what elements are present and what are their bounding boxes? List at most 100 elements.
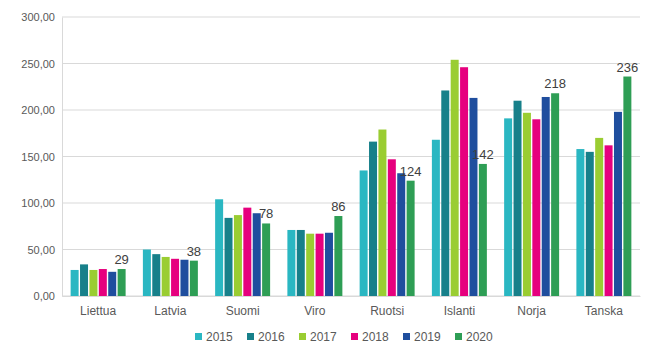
data-label: 124 <box>400 164 422 179</box>
x-tick-label: Ruotsi <box>370 304 404 318</box>
x-tick-label: Latvia <box>154 304 186 318</box>
legend-label: 2016 <box>258 330 285 344</box>
data-label: 38 <box>187 244 201 259</box>
bar <box>306 234 314 296</box>
bar <box>80 264 88 296</box>
y-tick: 250,00 <box>21 58 62 70</box>
x-tick: Islanti <box>444 296 475 318</box>
bar <box>287 230 295 296</box>
bar <box>171 259 179 296</box>
bar <box>441 90 449 296</box>
x-tick: Norja <box>517 296 546 318</box>
x-tick: Viro <box>304 296 325 318</box>
bar <box>576 149 584 296</box>
data-label: 218 <box>544 76 566 91</box>
y-tick-label: 250,00 <box>21 58 55 70</box>
legend: 2015 2016 2017 2018 2019 2020 <box>195 330 493 344</box>
bar <box>360 170 368 296</box>
bar <box>397 173 405 296</box>
bar <box>215 199 223 296</box>
y-tick: 300,00 <box>21 11 62 23</box>
series <box>89 60 603 296</box>
bar <box>190 261 198 296</box>
legend-label: 2020 <box>466 330 493 344</box>
data-label: 78 <box>259 206 273 221</box>
bar <box>388 159 396 296</box>
legend-swatch <box>247 333 254 340</box>
y-tick-label: 300,00 <box>21 11 55 23</box>
legend-label: 2015 <box>206 330 233 344</box>
legend-item: 2017 <box>299 330 337 344</box>
bar <box>89 270 97 296</box>
bar <box>253 213 261 296</box>
bar <box>542 97 550 296</box>
bar <box>234 215 242 296</box>
x-tick: Liettua <box>80 296 116 318</box>
bar <box>586 152 594 296</box>
x-tick: Suomi <box>226 296 260 318</box>
bar <box>316 234 324 296</box>
x-axis-line <box>63 296 641 297</box>
plot: 0,00 50,00 100,00 150,00 200,00 250,00 300,00 L… <box>21 11 640 318</box>
y-axis: 0,00 50,00 100,00 150,00 200,00 250,00 300,00 <box>21 11 62 302</box>
series <box>118 77 632 296</box>
bar <box>71 270 79 296</box>
legend-swatch <box>455 333 462 340</box>
y-tick: 200,00 <box>21 104 62 116</box>
x-tick-label: Viro <box>304 304 325 318</box>
bar <box>325 233 333 296</box>
bar <box>180 260 188 296</box>
bar <box>407 181 415 296</box>
data-label: 236 <box>617 60 639 75</box>
y-tick: 150,00 <box>21 151 62 163</box>
x-axis: Liettua Latvia Suomi Viro Ruotsi Islanti Norja… <box>63 296 641 318</box>
y-tick-label: 0,00 <box>34 290 55 302</box>
series <box>99 67 613 296</box>
series <box>80 90 594 296</box>
bar <box>551 93 559 296</box>
legend-swatch <box>403 333 410 340</box>
y-tick-label: 100,00 <box>21 197 55 209</box>
bar <box>118 269 126 296</box>
series <box>71 118 585 296</box>
legend-label: 2017 <box>310 330 337 344</box>
legend-item: 2015 <box>195 330 233 344</box>
bar <box>451 60 459 296</box>
x-tick-label: Liettua <box>80 304 116 318</box>
x-tick-label: Norja <box>517 304 546 318</box>
bar <box>460 67 468 296</box>
y-tick: 0,00 <box>34 290 62 302</box>
grid-line <box>62 17 640 18</box>
bar <box>152 254 160 296</box>
data-label: 29 <box>114 252 128 267</box>
data-label: 86 <box>331 199 345 214</box>
legend-swatch <box>351 333 358 340</box>
bar <box>262 223 270 296</box>
x-tick-label: Islanti <box>444 304 475 318</box>
legend-label: 2019 <box>414 330 441 344</box>
x-tick: Latvia <box>154 296 186 318</box>
bar <box>514 101 522 296</box>
y-tick-label: 50,00 <box>27 244 55 256</box>
x-tick: Ruotsi <box>370 296 404 318</box>
bar <box>605 145 613 296</box>
legend-swatch <box>299 333 306 340</box>
bar <box>369 142 377 296</box>
y-tick-label: 200,00 <box>21 104 55 116</box>
x-tick-label: Tanska <box>585 304 623 318</box>
bar <box>225 218 233 296</box>
bar <box>432 140 440 296</box>
bar <box>595 138 603 296</box>
legend-item: 2020 <box>455 330 493 344</box>
legend-item: 2016 <box>247 330 285 344</box>
legend-label: 2018 <box>362 330 389 344</box>
grid <box>62 17 640 296</box>
legend-swatch <box>195 333 202 340</box>
bar <box>532 119 540 296</box>
data-labels: 29387886124142218236 <box>114 60 638 268</box>
grid-line <box>62 63 640 64</box>
bar <box>143 250 151 297</box>
bar <box>162 257 170 296</box>
bar <box>378 130 386 296</box>
series <box>108 97 622 296</box>
